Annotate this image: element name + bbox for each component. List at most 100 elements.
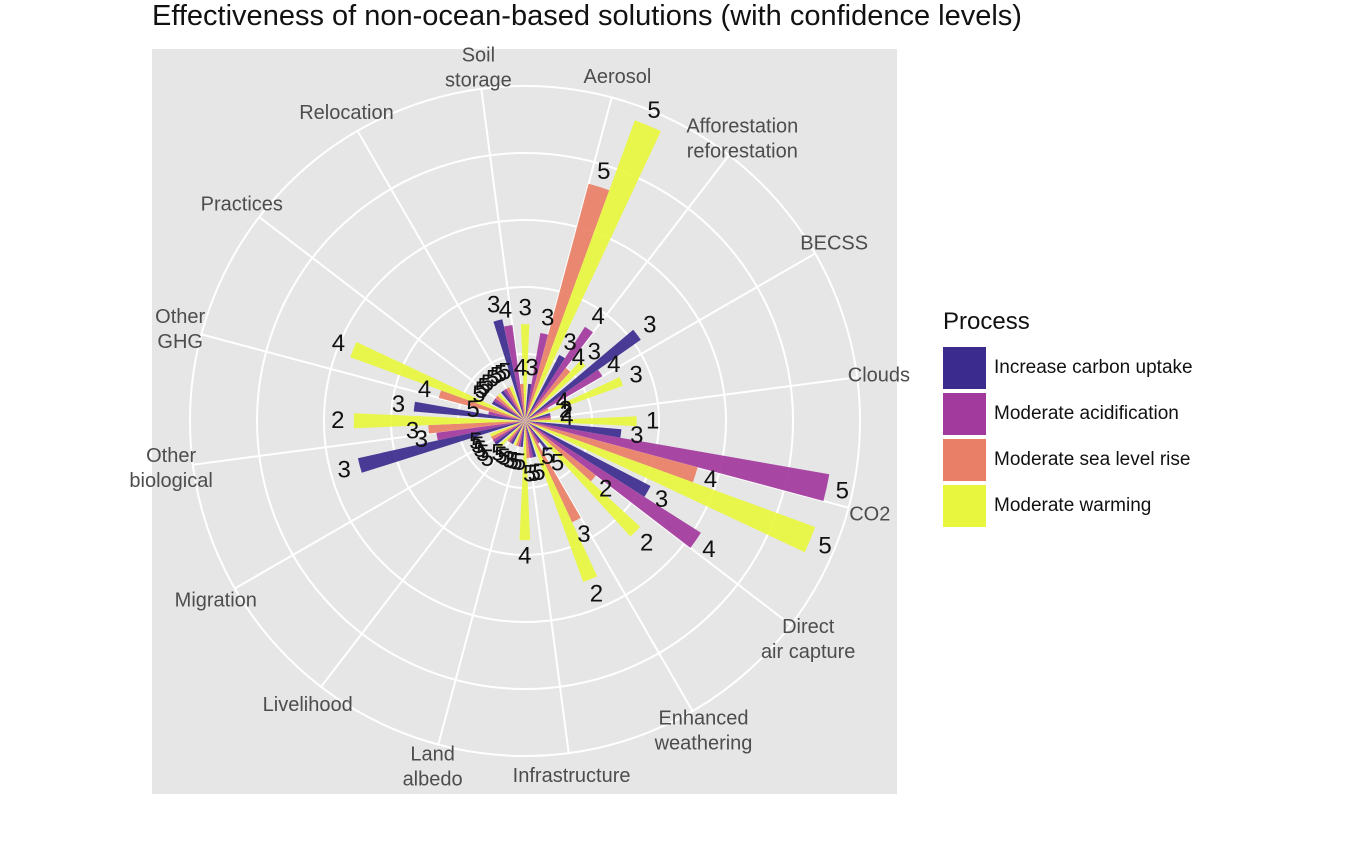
category-label: Practices: [201, 194, 283, 216]
bar-moderate-warming: [519, 421, 531, 541]
bar-moderate-sea-level-rise: [525, 421, 698, 483]
data-label: 5: [647, 97, 660, 124]
grid-spoke: [524, 420, 694, 712]
bar-increase-carbon-uptake: [357, 421, 525, 473]
bar-moderate-sea-level-rise: [491, 421, 525, 440]
bar-moderate-sea-level-rise: [525, 421, 581, 523]
legend-swatch: [943, 347, 986, 389]
bar-increase-carbon-uptake: [525, 354, 565, 421]
data-label: 3: [588, 338, 601, 365]
bar-increase-carbon-uptake: [525, 421, 549, 452]
legend-label: Moderate acidification: [994, 403, 1179, 424]
bar-moderate-sea-level-rise: [520, 383, 525, 421]
data-label: 5: [494, 442, 507, 469]
category-label: Soil storage: [445, 45, 512, 92]
data-label: 4: [518, 543, 531, 570]
data-label: 5: [490, 363, 503, 390]
data-label: 5: [472, 381, 485, 408]
bar-moderate-acidification: [525, 369, 603, 421]
data-label: 3: [392, 391, 405, 418]
data-label: 2: [331, 407, 344, 434]
data-label: 4: [572, 344, 585, 371]
data-label: 3: [406, 417, 419, 444]
bar-moderate-sea-level-rise: [525, 408, 549, 421]
bar-moderate-warming: [353, 413, 525, 429]
category-label: Clouds: [848, 364, 910, 386]
legend-item: Moderate warming: [943, 483, 1193, 529]
category-label: Other GHG: [155, 306, 205, 353]
grid-ring: [256, 152, 794, 690]
bar-moderate-warming: [525, 421, 598, 582]
bar-moderate-warming: [525, 120, 661, 422]
grid-spoke: [320, 420, 526, 688]
data-label: 4: [514, 355, 527, 382]
legend: Process Increase carbon uptake Moderate …: [943, 308, 1193, 529]
bar-moderate-acidification: [525, 421, 701, 548]
bar-moderate-acidification: [525, 421, 830, 501]
bar-moderate-sea-level-rise: [495, 395, 525, 421]
category-label: CO2: [849, 503, 890, 525]
legend-swatch: [943, 439, 986, 481]
bar-moderate-acidification: [504, 325, 525, 421]
bar-moderate-sea-level-rise: [525, 421, 530, 459]
bar-moderate-acidification: [525, 421, 540, 444]
bar-moderate-acidification: [525, 415, 551, 421]
data-label: 3: [655, 486, 668, 513]
category-label: BECSS: [800, 233, 868, 255]
data-label: 5: [513, 449, 526, 476]
data-label: 5: [541, 443, 554, 470]
data-label: 4: [418, 376, 431, 403]
bar-moderate-acidification: [509, 421, 525, 443]
bar-increase-carbon-uptake: [520, 421, 525, 447]
bar-increase-carbon-uptake: [525, 421, 651, 497]
bar-increase-carbon-uptake: [494, 421, 525, 445]
bar-moderate-acidification: [492, 421, 525, 443]
bar-increase-carbon-uptake: [525, 383, 532, 421]
data-label: 2: [590, 581, 603, 608]
bar-moderate-sea-level-rise: [525, 183, 610, 421]
data-label: 5: [836, 478, 849, 505]
data-label: 5: [532, 459, 545, 486]
data-label: 4: [560, 404, 573, 431]
bar-moderate-acidification: [518, 421, 525, 447]
data-label: 4: [499, 296, 512, 323]
grid-ring: [323, 219, 727, 623]
data-label: 5: [528, 460, 541, 487]
bar-moderate-warming: [513, 421, 525, 446]
category-label: Relocation: [299, 102, 394, 124]
category-label: Afforestation reforestation: [686, 115, 798, 162]
bar-moderate-sea-level-rise: [507, 421, 525, 442]
data-label: 5: [494, 360, 507, 387]
grid-spoke: [234, 420, 526, 590]
data-label: 5: [523, 461, 536, 488]
data-label: 5: [469, 428, 482, 455]
bar-moderate-sea-level-rise: [428, 421, 525, 434]
legend-swatch: [943, 393, 986, 435]
bar-moderate-sea-level-rise: [525, 367, 571, 421]
category-label: Land albedo: [403, 743, 463, 790]
category-labels-layer: Aerosol Afforestation reforestation BECSS Cl…: [129, 45, 910, 791]
bar-increase-carbon-uptake: [525, 421, 622, 438]
bar-increase-carbon-uptake: [511, 421, 525, 445]
grid-spoke: [524, 420, 570, 754]
bar-increase-carbon-uptake: [525, 329, 641, 421]
bar-moderate-sea-level-rise: [525, 417, 551, 421]
grid-spoke: [524, 376, 858, 422]
data-label: 5: [506, 448, 519, 475]
category-label: Other biological: [129, 445, 212, 492]
grid-spoke: [524, 252, 816, 422]
data-label: 4: [332, 330, 345, 357]
bar-increase-carbon-uptake: [493, 319, 525, 421]
bar-increase-carbon-uptake: [413, 401, 525, 421]
grid-spoke: [356, 130, 526, 422]
category-label: Aerosol: [583, 66, 651, 88]
data-label: 3: [502, 446, 515, 473]
data-label: 5: [498, 358, 511, 385]
bar-moderate-warming: [525, 377, 623, 421]
legend-swatch: [943, 485, 986, 527]
data-label: 5: [597, 158, 610, 185]
data-label: 3: [563, 329, 576, 356]
data-label: 2: [560, 400, 573, 427]
grid-spoke: [437, 420, 526, 745]
